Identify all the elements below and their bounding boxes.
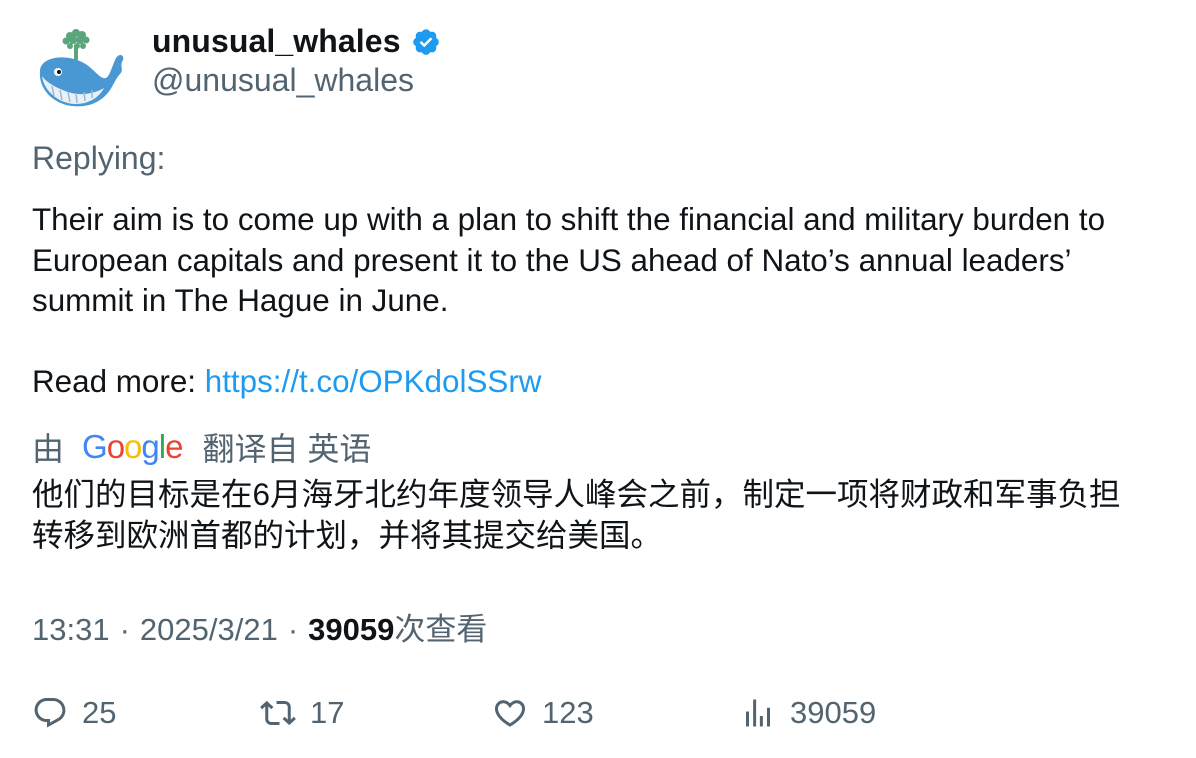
tweet-date[interactable]: 2025/3/21 xyxy=(139,612,278,647)
translated-by-row: 由 Google 翻译自 英语 xyxy=(32,426,371,468)
translated-by-label: 由 xyxy=(32,431,65,467)
translated-text-line: 他们的目标是在6月海牙北约年度领导人峰会之前，制定一项将财政和军事负担 xyxy=(32,476,1121,512)
like-count: 123 xyxy=(542,695,594,730)
views-button[interactable]: 39059 xyxy=(740,690,876,736)
author-name-row[interactable]: unusual_whales xyxy=(152,22,441,60)
tweet-text-line: European capitals and present it to the … xyxy=(32,242,1072,278)
verified-badge-icon xyxy=(412,29,439,55)
read-more-label: Read more: xyxy=(32,363,205,399)
tweet-link[interactable]: https://t.co/OPKdolSSrw xyxy=(204,363,542,399)
like-button[interactable]: 123 xyxy=(492,690,594,736)
tweet-body: Their aim is to come up with a plan to s… xyxy=(32,200,1172,402)
views-label: 次查看 xyxy=(394,612,488,647)
retweet-count: 17 xyxy=(310,695,345,730)
retweet-button[interactable]: 17 xyxy=(260,690,344,736)
action-bar: 25 17 123 39059 xyxy=(32,690,1172,736)
translated-text: 他们的目标是在6月海牙北约年度领导人峰会之前，制定一项将财政和军事负担 转移到欧… xyxy=(32,474,1172,556)
bar-chart-icon xyxy=(746,699,770,727)
meta-separator: · xyxy=(119,612,130,647)
views-count: 39059 xyxy=(308,612,395,647)
reply-icon xyxy=(34,698,66,728)
views-action-count: 39059 xyxy=(790,695,877,730)
paragraph-gap xyxy=(32,322,1172,362)
reply-button[interactable]: 25 xyxy=(32,690,116,736)
tweet-text-line: Their aim is to come up with a plan to s… xyxy=(32,202,1106,237)
heart-icon xyxy=(494,700,526,727)
replying-label: Replying: xyxy=(32,140,166,176)
meta-separator: · xyxy=(287,612,299,647)
whale-avatar-icon[interactable] xyxy=(32,26,126,112)
translation-source-label: 翻译自 英语 xyxy=(202,431,372,467)
retweet-icon xyxy=(260,700,296,726)
translated-text-line: 转移到欧洲首都的计划，并将其提交给美国。 xyxy=(32,517,663,553)
tweet-meta: 13:31 · 2025/3/21 · 39059 次查看 xyxy=(32,604,487,649)
reply-count: 25 xyxy=(82,695,117,730)
tweet-time[interactable]: 13:31 xyxy=(32,612,110,647)
author-handle[interactable]: @unusual_whales xyxy=(152,62,414,98)
author-display-name[interactable]: unusual_whales xyxy=(152,22,401,59)
tweet-text-line: summit in The Hague in June. xyxy=(32,283,449,318)
read-more-line: Read more: https://t.co/OPKdolSSrw xyxy=(32,362,1172,403)
google-logo: Google xyxy=(82,428,183,465)
